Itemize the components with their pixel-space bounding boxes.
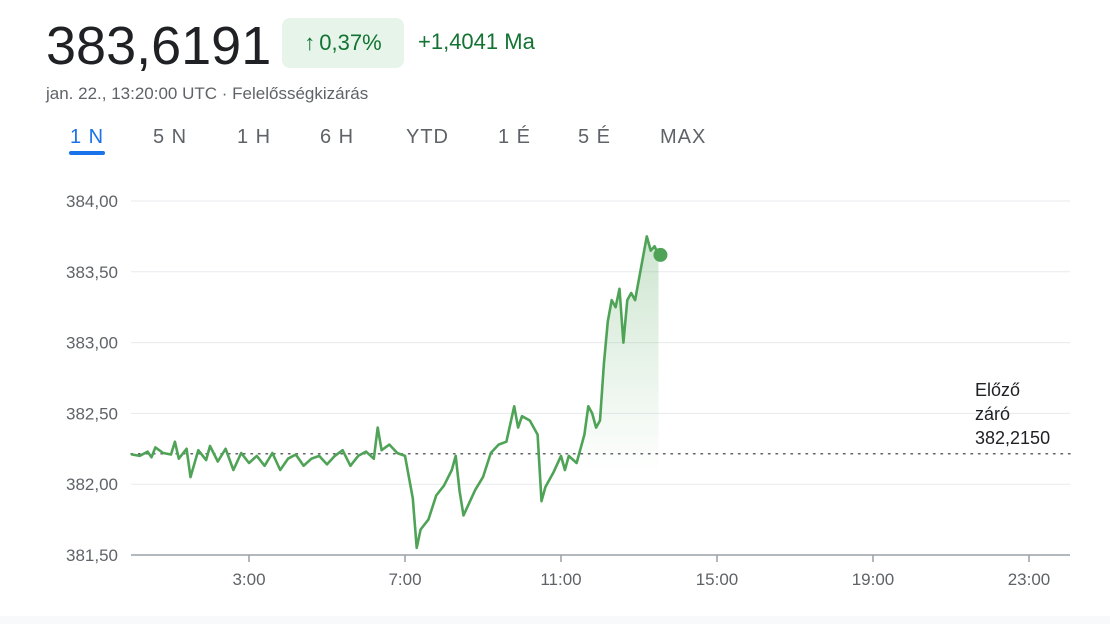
y-tick-label: 382,00 <box>66 475 118 494</box>
x-tick-label: 11:00 <box>540 570 581 589</box>
current-price: 383,6191 <box>46 16 272 76</box>
y-tick-label: 383,50 <box>66 263 118 282</box>
previous-close-label: 382,2150 <box>975 428 1050 448</box>
previous-close-label: Előző <box>975 380 1020 400</box>
tab-1-day[interactable]: 1 N <box>70 126 105 148</box>
separator: · <box>217 84 233 103</box>
last-point-marker <box>653 247 668 262</box>
tab-max[interactable]: MAX <box>660 126 707 148</box>
y-tick-label: 384,00 <box>66 192 118 211</box>
bottom-divider <box>0 616 1110 624</box>
range-tabs: 1 N 5 N 1 H 6 H YTD 1 É 5 É MAX <box>0 122 760 162</box>
tab-6-months[interactable]: 6 H <box>320 126 355 148</box>
y-tick-label: 381,50 <box>66 546 118 565</box>
y-tick-label: 383,00 <box>66 334 118 353</box>
change-percent-badge: ↑ 0,37% <box>282 18 404 68</box>
tab-5-years[interactable]: 5 É <box>578 126 612 148</box>
series-area-fill <box>580 236 659 474</box>
x-tick-label: 7:00 <box>388 570 421 589</box>
change-absolute: +1,4041 Ma <box>418 29 535 54</box>
series-line <box>130 235 660 550</box>
x-tick-label: 15:00 <box>696 570 739 589</box>
x-tick-label: 19:00 <box>852 570 895 589</box>
previous-close-label: záró <box>975 404 1010 424</box>
price-chart[interactable]: 384,00 383,50 383,00 382,50 382,00 381,50 3:00… <box>0 180 1110 600</box>
disclaimer-link[interactable]: Felelősségkizárás <box>232 84 369 103</box>
tab-1-month[interactable]: 1 H <box>237 126 272 148</box>
timestamp: jan. 22., 13:20:00 UTC <box>46 84 218 103</box>
x-tick-label: 23:00 <box>1008 570 1051 589</box>
active-tab-indicator <box>69 151 105 155</box>
tab-ytd[interactable]: YTD <box>406 126 449 148</box>
tab-5-days[interactable]: 5 N <box>153 126 188 148</box>
arrow-up-icon: ↑ <box>304 30 316 55</box>
tab-1-year[interactable]: 1 É <box>498 126 532 148</box>
timestamp-line: jan. 22., 13:20:00 UTC · Felelősségkizár… <box>46 84 368 104</box>
change-percent: 0,37% <box>319 30 382 55</box>
x-tick-label: 3:00 <box>232 570 265 589</box>
y-tick-label: 382,50 <box>66 404 118 423</box>
